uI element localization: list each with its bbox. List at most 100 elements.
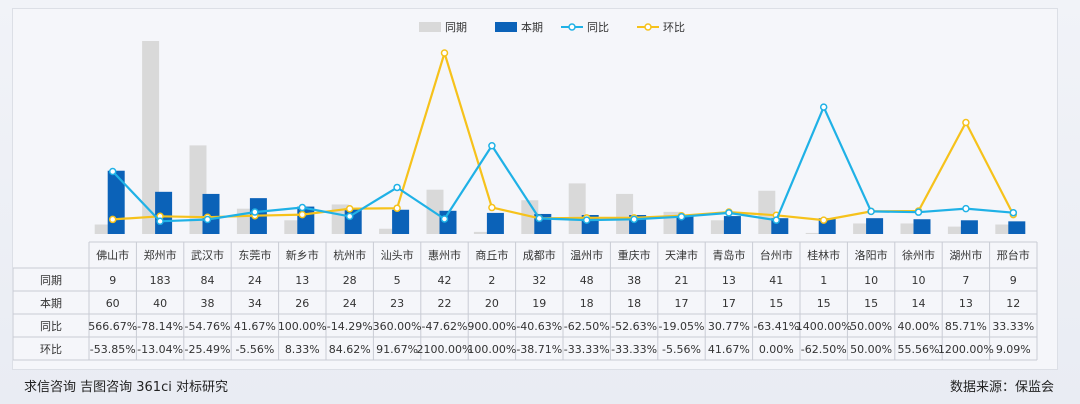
bar-cur-13 bbox=[723, 216, 741, 234]
cell-3-9: -38.71% bbox=[516, 343, 562, 356]
point-mom-0 bbox=[108, 215, 117, 224]
legend-swatch-0 bbox=[419, 22, 441, 32]
point-mom-18 bbox=[962, 118, 970, 127]
cell-1-9: 19 bbox=[532, 297, 546, 310]
category-label-15: 桂林市 bbox=[807, 248, 840, 262]
point-yoy-1 bbox=[156, 217, 164, 226]
bar-cur-16 bbox=[866, 218, 884, 234]
bar-cur-1 bbox=[155, 191, 173, 234]
cell-2-8: 900.00% bbox=[467, 320, 516, 333]
bar-prev-6 bbox=[379, 228, 397, 234]
cell-3-1: -13.04% bbox=[137, 343, 183, 356]
point-yoy-19 bbox=[1009, 208, 1018, 217]
cell-0-5: 28 bbox=[343, 274, 357, 287]
point-mom-15 bbox=[819, 216, 828, 224]
cell-3-14: 0.00% bbox=[759, 343, 794, 356]
point-yoy-9 bbox=[535, 214, 544, 223]
cell-0-15: 1 bbox=[820, 274, 827, 287]
cell-0-2: 84 bbox=[201, 274, 215, 287]
cell-3-0: -53.85% bbox=[90, 343, 136, 356]
cell-3-8: 100.00% bbox=[467, 343, 516, 356]
cell-2-5: -14.29% bbox=[327, 320, 373, 333]
bar-prev-17 bbox=[900, 223, 918, 234]
point-yoy-16 bbox=[867, 207, 875, 216]
bar-prev-14 bbox=[758, 190, 776, 234]
cell-2-9: -40.63% bbox=[516, 320, 562, 333]
category-label-4: 新乡市 bbox=[286, 248, 319, 262]
cell-2-1: -78.14% bbox=[137, 320, 183, 333]
cell-1-15: 15 bbox=[817, 297, 831, 310]
bar-prev-1 bbox=[142, 41, 160, 234]
category-label-11: 重庆市 bbox=[618, 248, 651, 262]
cell-1-2: 38 bbox=[201, 297, 215, 310]
bar-cur-18 bbox=[960, 220, 978, 234]
cell-2-18: 85.71% bbox=[945, 320, 987, 333]
bar-cur-17 bbox=[913, 219, 931, 234]
cell-0-14: 41 bbox=[769, 274, 783, 287]
category-label-13: 青岛市 bbox=[712, 248, 745, 262]
row-label-2: 同比 bbox=[40, 320, 62, 333]
cell-2-15: 1400.00% bbox=[796, 320, 852, 333]
bar-prev-10 bbox=[568, 183, 586, 234]
category-label-14: 台州市 bbox=[760, 248, 793, 262]
point-mom-6 bbox=[393, 204, 401, 212]
cell-2-3: 41.67% bbox=[234, 320, 276, 333]
point-yoy-17 bbox=[914, 208, 923, 216]
bar-cur-2 bbox=[202, 193, 220, 234]
point-yoy-2 bbox=[203, 215, 212, 224]
cell-3-12: -5.56% bbox=[662, 343, 701, 356]
cell-0-6: 5 bbox=[394, 274, 401, 287]
cell-2-12: -19.05% bbox=[659, 320, 705, 333]
category-label-2: 武汉市 bbox=[191, 248, 224, 262]
chart-container: 同期 本期 同比 环比 佛山市 郑州市 武汉市 东莞市 新乡市 杭州市 汕头市 惠州市 商丘市 成都市 温州… bbox=[12, 8, 1058, 370]
category-label-10: 温州市 bbox=[570, 248, 603, 262]
bar-prev-11 bbox=[616, 193, 634, 234]
category-label-16: 洛阳市 bbox=[855, 248, 888, 262]
cell-1-14: 15 bbox=[769, 297, 783, 310]
bar-prev-8 bbox=[473, 231, 491, 234]
bar-prev-2 bbox=[189, 145, 207, 234]
cell-0-12: 21 bbox=[675, 274, 689, 287]
cell-2-19: 33.33% bbox=[992, 320, 1034, 333]
cell-2-13: 30.77% bbox=[708, 320, 750, 333]
point-yoy-15 bbox=[819, 103, 828, 111]
legend-label-0: 同期 bbox=[445, 21, 467, 34]
point-mom-7 bbox=[440, 49, 449, 57]
cell-0-4: 13 bbox=[295, 274, 309, 287]
cell-1-12: 17 bbox=[675, 297, 689, 310]
bar-cur-6 bbox=[392, 209, 410, 234]
category-label-7: 惠州市 bbox=[428, 248, 461, 262]
cell-0-7: 42 bbox=[438, 274, 452, 287]
bar-prev-5 bbox=[331, 204, 349, 234]
cell-1-6: 23 bbox=[390, 297, 404, 310]
point-yoy-7 bbox=[440, 215, 449, 223]
cell-3-4: 8.33% bbox=[285, 343, 320, 356]
cell-2-6: 360.00% bbox=[373, 320, 422, 333]
category-label-5: 杭州市 bbox=[333, 248, 366, 262]
cell-2-2: -54.76% bbox=[185, 320, 231, 333]
cell-2-16: 50.00% bbox=[850, 320, 892, 333]
cell-2-4: 100.00% bbox=[278, 320, 327, 333]
legend-label-2: 同比 bbox=[587, 21, 609, 34]
cell-2-10: -62.50% bbox=[564, 320, 610, 333]
cell-3-18: 1200.00% bbox=[938, 343, 994, 356]
bar-prev-15 bbox=[805, 232, 823, 234]
bar-cur-5 bbox=[344, 208, 362, 234]
cell-3-2: -25.49% bbox=[185, 343, 231, 356]
cell-3-6: 91.67% bbox=[376, 343, 418, 356]
row-label-3: 环比 bbox=[40, 343, 62, 356]
cell-0-1: 183 bbox=[150, 274, 171, 287]
cell-3-17: 55.56% bbox=[898, 343, 940, 356]
row-label-0: 同期 bbox=[40, 274, 62, 287]
point-yoy-4 bbox=[298, 203, 307, 212]
cell-1-7: 22 bbox=[438, 297, 452, 310]
point-yoy-10 bbox=[582, 216, 591, 224]
point-yoy-6 bbox=[393, 183, 401, 192]
category-label-9: 成都市 bbox=[523, 248, 556, 262]
bar-prev-13 bbox=[710, 220, 728, 234]
point-mom-8 bbox=[488, 203, 496, 212]
cell-1-17: 14 bbox=[912, 297, 926, 310]
cell-0-18: 7 bbox=[962, 274, 969, 287]
bar-prev-19 bbox=[995, 224, 1013, 234]
cell-0-0: 9 bbox=[109, 274, 116, 287]
